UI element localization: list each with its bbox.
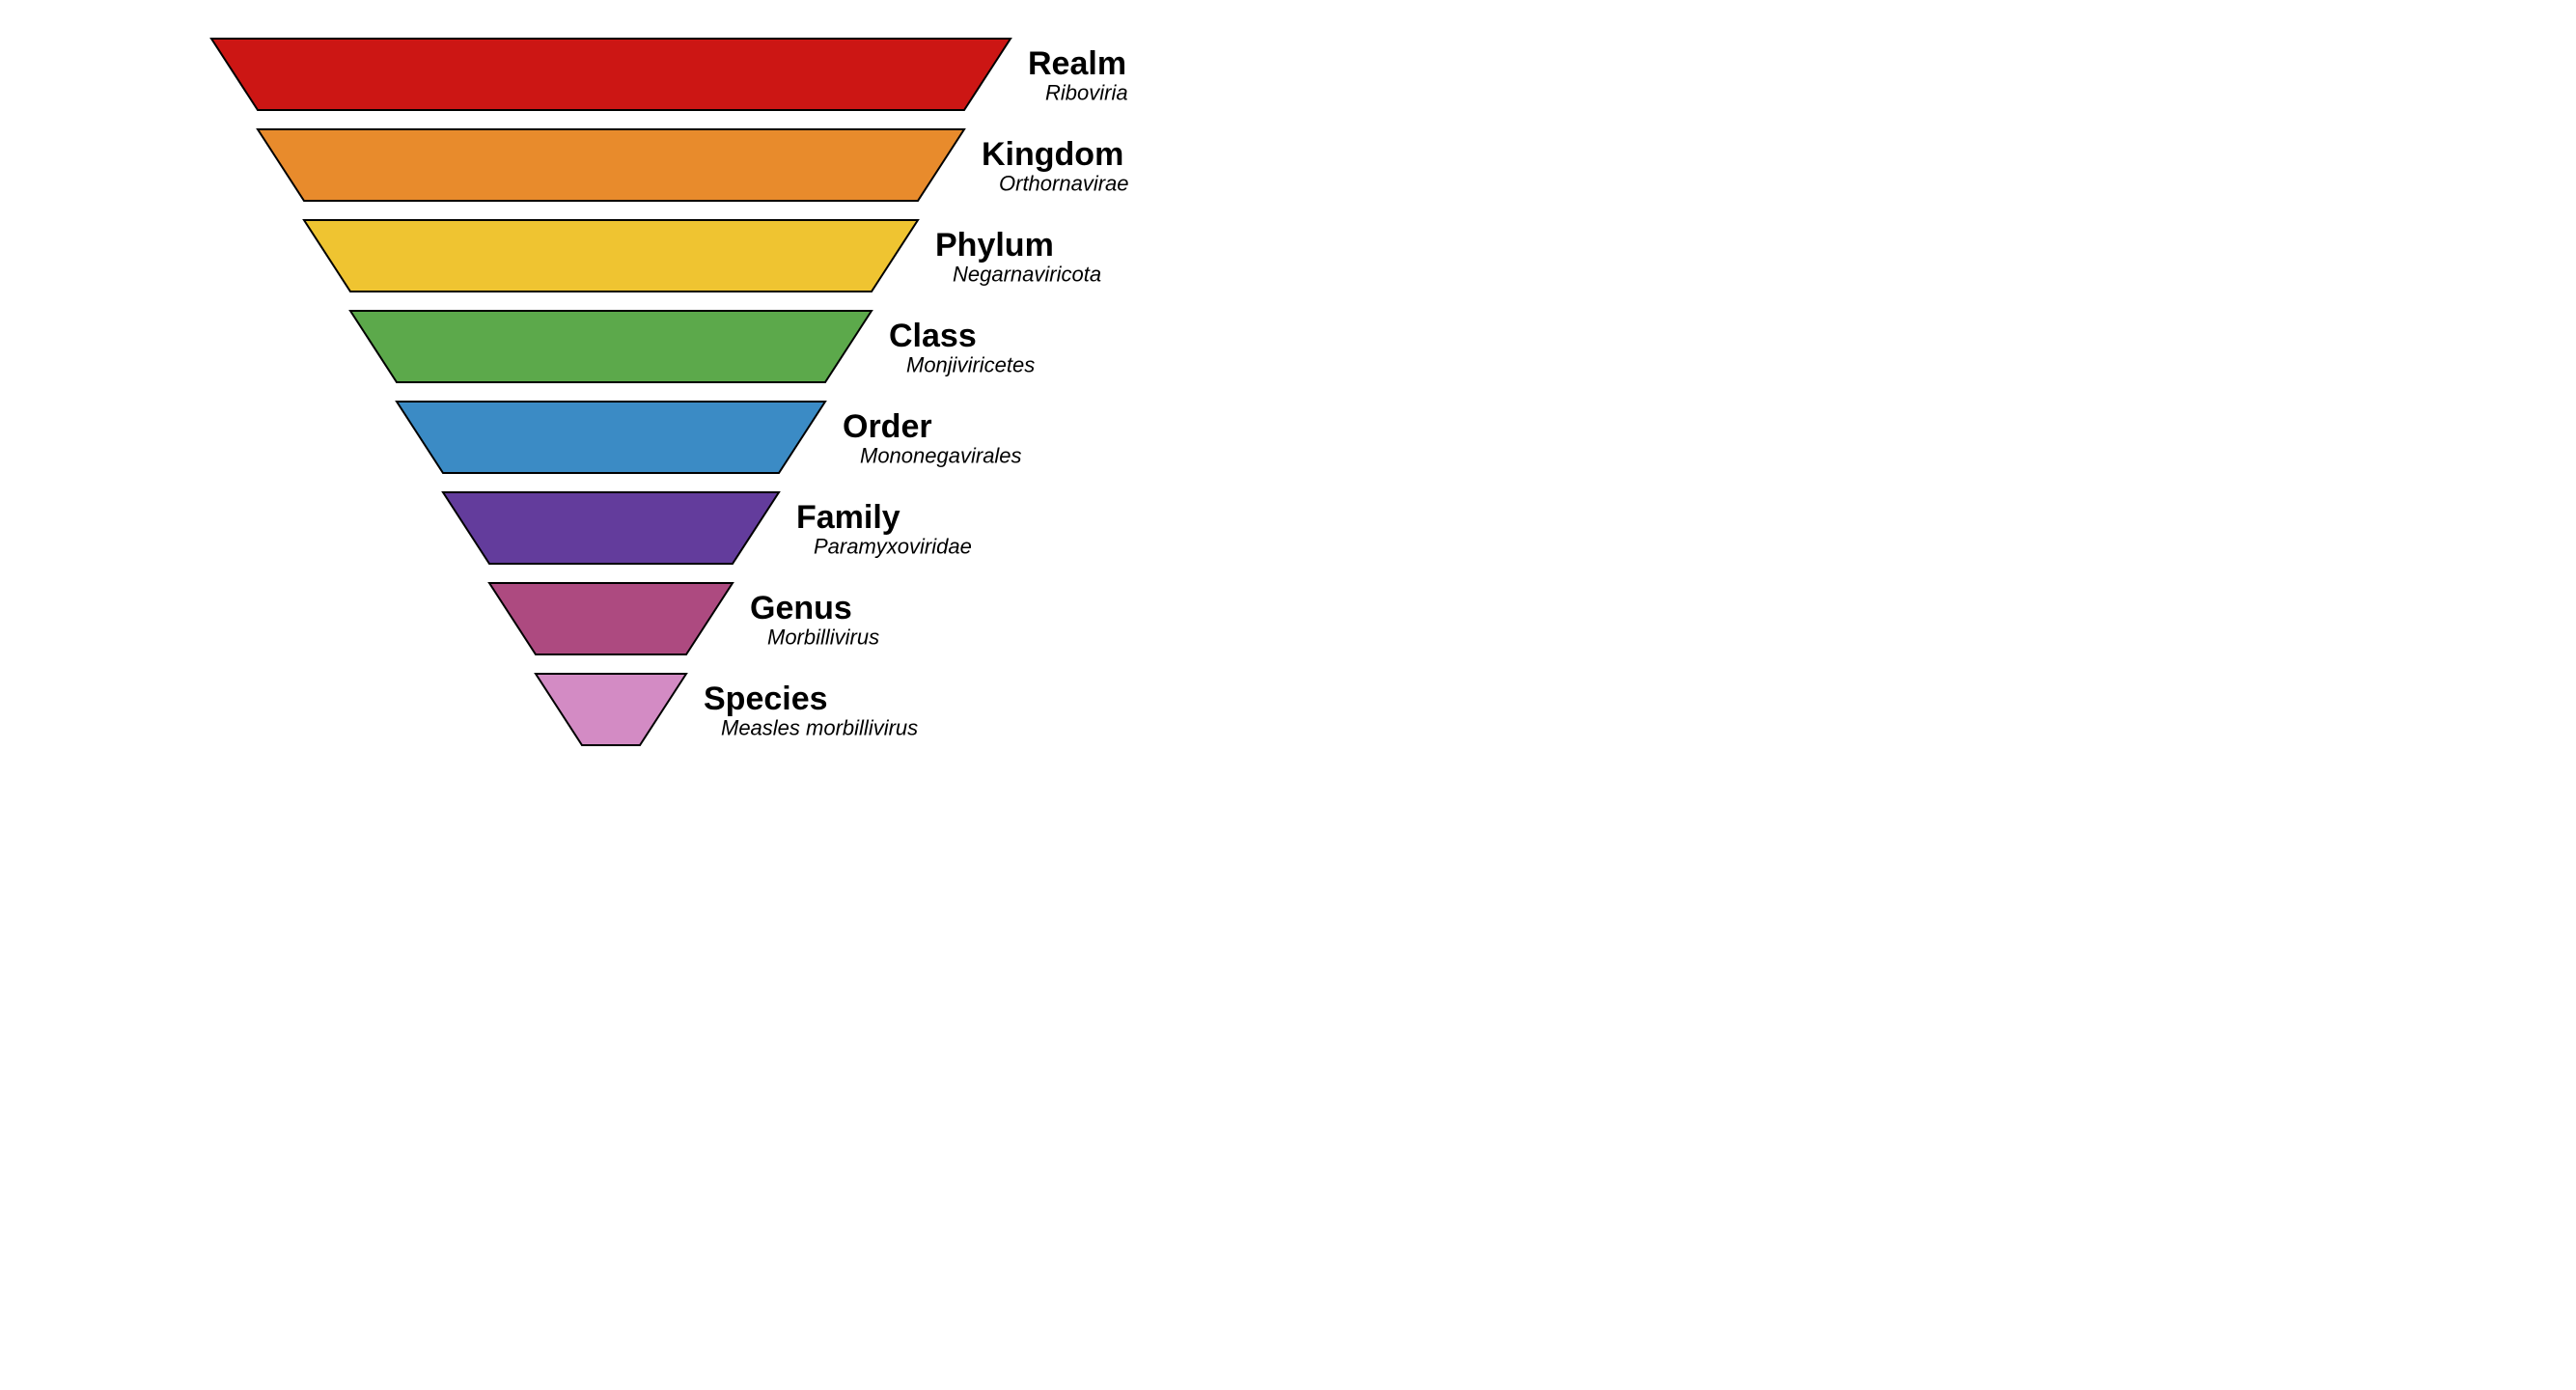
taxon-label: Riboviria — [1045, 80, 1128, 104]
funnel-segment — [489, 583, 733, 654]
rank-label: Family — [796, 499, 900, 536]
rank-label: Class — [889, 318, 977, 354]
funnel-segment — [397, 402, 825, 473]
funnel-segment — [304, 220, 918, 292]
funnel-segment — [350, 311, 872, 382]
taxon-label: Morbillivirus — [767, 625, 879, 649]
funnel-segment — [258, 129, 964, 201]
taxonomy-funnel: RealmRiboviria KingdomOrthornavirae Phylum… — [0, 0, 1448, 782]
taxon-label: Monjiviricetes — [906, 352, 1035, 376]
taxon-label: Measles morbillivirus — [721, 715, 918, 739]
rank-label: Genus — [750, 590, 852, 626]
funnel-segment — [211, 39, 1011, 110]
taxon-label: Paramyxoviridae — [814, 534, 972, 558]
funnel-segment — [443, 492, 779, 564]
rank-label: Phylum — [935, 227, 1054, 264]
taxon-label: Negarnaviricota — [953, 262, 1101, 286]
rank-label: Species — [704, 681, 828, 717]
rank-label: Kingdom — [982, 136, 1123, 173]
taxon-label: Orthornavirae — [999, 171, 1129, 195]
rank-label: Order — [843, 408, 932, 445]
taxon-label: Mononegavirales — [860, 443, 1022, 467]
rank-label: Realm — [1028, 45, 1126, 82]
funnel-segment — [536, 674, 686, 745]
